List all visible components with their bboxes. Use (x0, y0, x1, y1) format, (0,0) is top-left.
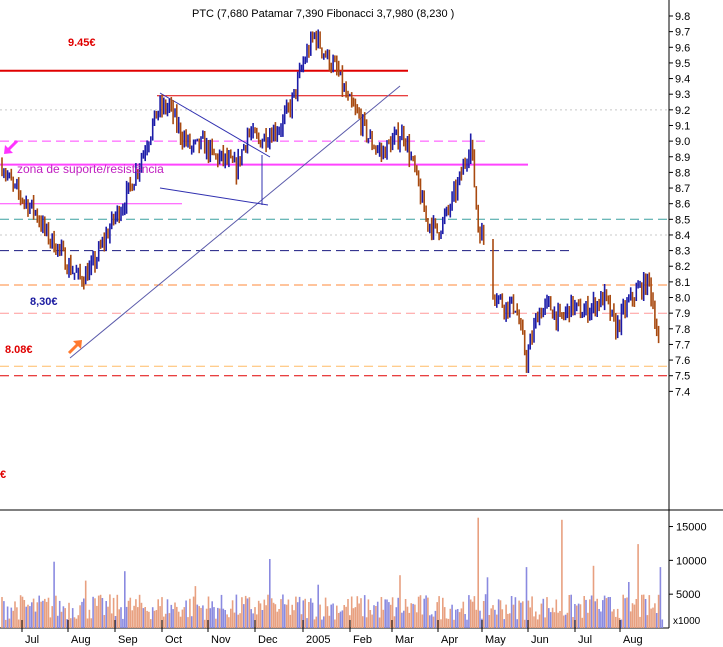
price-tick-label: 9.5 (675, 58, 690, 70)
price-tick-label: 9.8 (675, 11, 690, 23)
price-tick-label: 7.5 (675, 371, 690, 383)
triangle-lower-line (159, 187, 269, 206)
arrow-up-right-icon (67, 340, 82, 355)
price-tick-label: 8.6 (675, 199, 690, 211)
month-tick-label: Aug (623, 634, 643, 646)
price-tick-label: 9.1 (675, 121, 690, 133)
label-euro-750: € (0, 469, 6, 481)
main-uptrend-line (69, 85, 401, 359)
price-tick-label: 8.5 (675, 214, 690, 226)
label-zone: zona de suporte/resistência (17, 162, 164, 176)
horizontal-levels (0, 69, 669, 377)
trend-lines (69, 85, 401, 359)
price-series (1, 29, 660, 373)
month-tick-label: Jul (578, 634, 592, 646)
arrow-down-left-icon (4, 139, 19, 154)
price-tick-label: 9.4 (675, 74, 690, 86)
triangle-upper-line (159, 92, 271, 158)
chart-title: PTC (7,680 Patamar 7,390 Fibonacci 3,7,9… (192, 8, 454, 20)
price-tick-label: 7.6 (675, 355, 690, 367)
price-tick-label: 8.0 (675, 293, 690, 305)
label-945: 9.45€ (68, 37, 96, 49)
price-tick-label: 8.3 (675, 246, 690, 258)
price-tick-label: 9.3 (675, 89, 690, 101)
month-tick-label: Jul (25, 634, 39, 646)
price-tick-label: 7.9 (675, 308, 690, 320)
volume-tick-label: 10000 (676, 555, 707, 567)
label-830: 8,30€ (30, 296, 58, 308)
price-tick-label: 7.7 (675, 339, 690, 351)
month-tick-label: Aug (71, 634, 91, 646)
price-tick-label: 8.2 (675, 261, 690, 273)
volume-unit-label: x1000 (673, 616, 701, 627)
volume-series (1, 517, 664, 628)
month-tick-label: Jun (531, 634, 549, 646)
price-tick-label: 9.7 (675, 27, 690, 39)
volume-axis: 15000 10000 5000 (669, 522, 707, 601)
month-tick-label: 2005 (306, 634, 330, 646)
month-tick-label: May (485, 634, 506, 646)
month-tick-label: Nov (211, 634, 231, 646)
month-tick-label: Sep (118, 634, 138, 646)
price-tick-label: 7.4 (675, 386, 690, 398)
price-tick-label: 9.2 (675, 105, 690, 117)
month-tick-label: Oct (165, 634, 182, 646)
price-tick-label: 7.8 (675, 324, 690, 336)
label-808: 8.08€ (5, 344, 33, 356)
month-tick-label: Dec (258, 634, 278, 646)
price-tick-label: 9.6 (675, 42, 690, 54)
volume-tick-label: 15000 (676, 522, 707, 534)
month-tick-label: Apr (441, 634, 458, 646)
volume-tick-label: 5000 (676, 589, 700, 601)
price-tick-label: 8.1 (675, 277, 690, 289)
month-tick-label: Mar (395, 634, 414, 646)
price-tick-label: 8.9 (675, 152, 690, 164)
price-tick-label: 9.0 (675, 136, 690, 148)
price-tick-label: 8.7 (675, 183, 690, 195)
price-axis: 9.8 9.7 9.6 9.5 9.4 9.3 9.2 9.1 9.0 8.9 8.8 8.7 8.6 8… (669, 11, 690, 398)
price-tick-label: 8.8 (675, 167, 690, 179)
time-axis: Jul Aug Sep Oct Nov Dec 2005 Feb Mar Apr May Jun Jul… (21, 620, 643, 646)
month-tick-label: Feb (353, 634, 372, 646)
price-tick-label: 8.4 (675, 230, 690, 242)
